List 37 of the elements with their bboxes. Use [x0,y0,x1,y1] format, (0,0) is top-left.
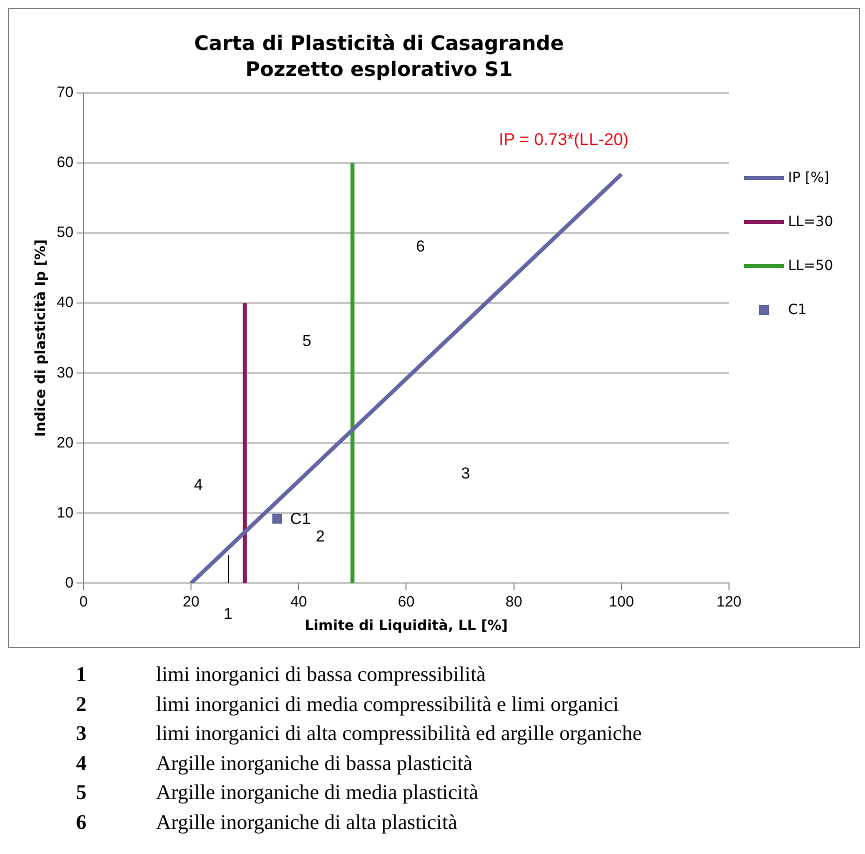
annotation: 5 [302,332,312,350]
annotation: 4 [194,477,203,494]
y-tick-label: 40 [56,294,74,312]
y-tick-label: 30 [56,364,74,382]
text: 4 Argille inorganiche di bassa plasticità [76,750,472,774]
y-tick-label: 70 [56,84,74,102]
y-tick-label: 60 [56,154,74,172]
legend-label: IP [%] [788,170,830,186]
text: 1 limi inorganici di bassa compressibilità [76,662,486,686]
text: 3 limi inorganici di alta compressibilità ed argille organiche [76,721,642,745]
y-tick-label: 10 [56,504,74,522]
text: 6 Argille inorganiche di alta plasticità [76,810,458,834]
annotation: IP = 0.73*(LL-20) [498,130,629,150]
annotation: 3 [461,465,470,482]
annotation: 2 [316,528,325,546]
chart-subtitle: Pozzetto esplorativo S1 [245,57,513,82]
y-axis-title: Indice di plasticità Ip [%] [33,239,50,437]
x-axis-title: Limite di Liquidità, LL [%] [304,618,508,634]
x-tick-label: 20 [182,593,200,610]
x-tick-label: 60 [398,593,415,610]
y-tick-label: 20 [56,434,74,452]
annotation: C1 [290,510,311,528]
x-tick-label: 120 [716,593,742,610]
legend-label: LL=50 [788,258,834,274]
annotation: 6 [416,238,425,256]
x-tick-label: 80 [505,593,522,610]
y-tick-label: 50 [56,224,74,242]
text: 2 limi inorganici di media compressibilità e limi organici [76,692,619,716]
x-tick-label: 0 [79,593,88,610]
x-tick-label: 40 [290,593,307,610]
text: 5 Argille inorganiche di media plasticità [76,780,478,804]
y-tick-label: 0 [65,574,74,592]
text: 1 [224,606,233,623]
chart-title: Carta di Plasticità di Casagrande [194,31,564,56]
legend-label: LL=30 [788,214,834,230]
x-tick-label: 100 [608,593,634,610]
legend-label: C1 [788,302,807,318]
